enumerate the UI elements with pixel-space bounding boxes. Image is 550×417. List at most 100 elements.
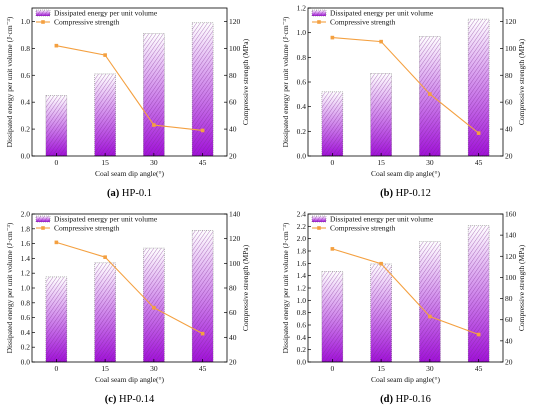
bar [143,247,165,363]
bar [419,241,441,363]
y2-tick-label: 80 [505,294,513,303]
y2-tick-label: 20 [505,358,513,367]
strength-point [54,240,59,245]
legend-bar-swatch-hatch [35,9,51,17]
y2-axis-title: Compressive strength (MPa) [517,244,526,331]
panel-caption-text: HP-0.16 [393,394,431,405]
y-tick-label: 0.6 [21,71,31,80]
bar-hatch [45,276,68,363]
y2-tick-label: 120 [229,234,241,243]
y2-tick-label: 60 [505,98,513,107]
y2-tick-label: 80 [229,284,237,293]
bar [467,225,490,363]
y2-tick-label: 140 [505,231,517,240]
y-tick-label: 2.2 [297,222,307,231]
panel-caption: (c) HP-0.14 [105,394,155,405]
legend: Dissipated energy per unit volumeCompres… [311,215,434,233]
y2-tick-label: 20 [229,152,237,161]
panel-caption-text: HP-0.1 [119,188,152,199]
x-tick-label: 30 [426,364,434,373]
legend-line-label: Compressive strength [330,224,395,233]
panel-caption-letter: (d) [380,394,393,405]
y2-tick-label: 100 [505,273,517,282]
y-tick-label: 0.0 [21,152,31,161]
x-tick-label: 0 [55,364,59,373]
legend-line-label: Compressive strength [54,224,119,233]
y2-axis-title: Compressive strength (MPa) [241,38,250,125]
bar-hatch [419,36,441,157]
y-tick-label: 1.0 [21,284,31,293]
bar [321,271,344,363]
y2-tick-label: 60 [229,308,237,317]
x-tick-label: 0 [55,158,59,167]
y-tick-label: 0.6 [297,78,307,87]
legend-line-label: Compressive strength [330,18,395,27]
y-tick-label: 0.2 [21,125,31,134]
legend-bar-label: Dissipated energy per unit volume [330,9,434,18]
strength-point [476,332,481,337]
legend-bar-swatch-hatch [311,9,327,17]
y-tick-label: 1.6 [297,259,307,268]
x-tick-label: 0 [331,158,335,167]
bar [370,73,392,157]
x-tick-label: 15 [377,158,385,167]
bar [419,36,441,157]
panel-caption-letter: (b) [380,188,393,199]
y-tick-label: 0.8 [297,308,307,317]
y2-tick-label: 100 [505,44,517,53]
y2-tick-label: 80 [505,71,513,80]
strength-line [56,45,203,131]
y2-tick-label: 40 [229,125,237,134]
y-axis-title: Dissipated energy per unit volume (J·cm⁻… [5,16,14,147]
y-tick-label: 2.0 [21,210,31,219]
panel-caption: (d) HP-0.16 [380,394,431,405]
x-tick-label: 30 [426,158,434,167]
strength-point [103,53,107,57]
y2-tick-label: 40 [505,336,513,345]
legend-line-marker [317,20,321,24]
y2-tick-label: 100 [229,44,241,53]
bar-hatch [321,91,344,157]
bar-hatch [143,33,165,157]
y-tick-label: 0.2 [297,127,307,136]
y2-tick-label: 60 [505,315,513,324]
bar-hatch [467,18,490,157]
panel-caption: (b) HP-0.12 [380,188,431,199]
strength-point [379,39,383,44]
strength-point [54,43,59,48]
strength-point [428,314,432,319]
y-tick-label: 1.2 [297,284,307,293]
y-tick-label: 0.8 [297,53,307,62]
y2-tick-label: 20 [505,152,513,161]
y-tick-label: 0.2 [297,345,307,354]
y-tick-label: 1.2 [297,4,307,13]
x-tick-label: 15 [101,158,109,167]
y2-tick-label: 40 [229,333,237,342]
y-tick-label: 0.0 [297,152,307,161]
strength-point [330,35,335,40]
y-axis-title: Dissipated energy per unit volume (J·cm⁻… [281,16,290,147]
y2-tick-label: 40 [505,125,513,134]
bar [321,91,344,157]
panel-caption-text: HP-0.12 [393,188,431,199]
y-tick-label: 1.2 [21,269,31,278]
legend-bar-label: Dissipated energy per unit volume [54,215,158,224]
bar-hatch [45,95,68,157]
y-tick-label: 0.4 [297,102,307,111]
strength-line [56,241,203,335]
y2-tick-label: 120 [229,17,241,26]
y-axis-title: Dissipated energy per unit volume (J·cm⁻… [5,222,14,353]
y-tick-label: 0.0 [21,358,31,367]
chart-panel-3: 0.0 0.2 0.4 0.6 0.8 1.0 1.2 1.4 1.6 1.8 2.0 20 40 60 8… [5,210,250,406]
y-tick-label: 0.4 [21,328,31,337]
x-tick-label: 30 [150,158,158,167]
y2-axis-title: Compressive strength (MPa) [241,244,250,331]
strength-point [330,247,335,251]
strength-point [200,331,205,336]
y-tick-label: 1.0 [297,28,307,37]
bar-hatch [370,73,392,157]
y-tick-label: 0.8 [21,44,31,53]
legend: Dissipated energy per unit volumeCompres… [35,9,158,27]
bar-hatch [467,225,490,363]
y2-tick-label: 80 [229,71,237,80]
